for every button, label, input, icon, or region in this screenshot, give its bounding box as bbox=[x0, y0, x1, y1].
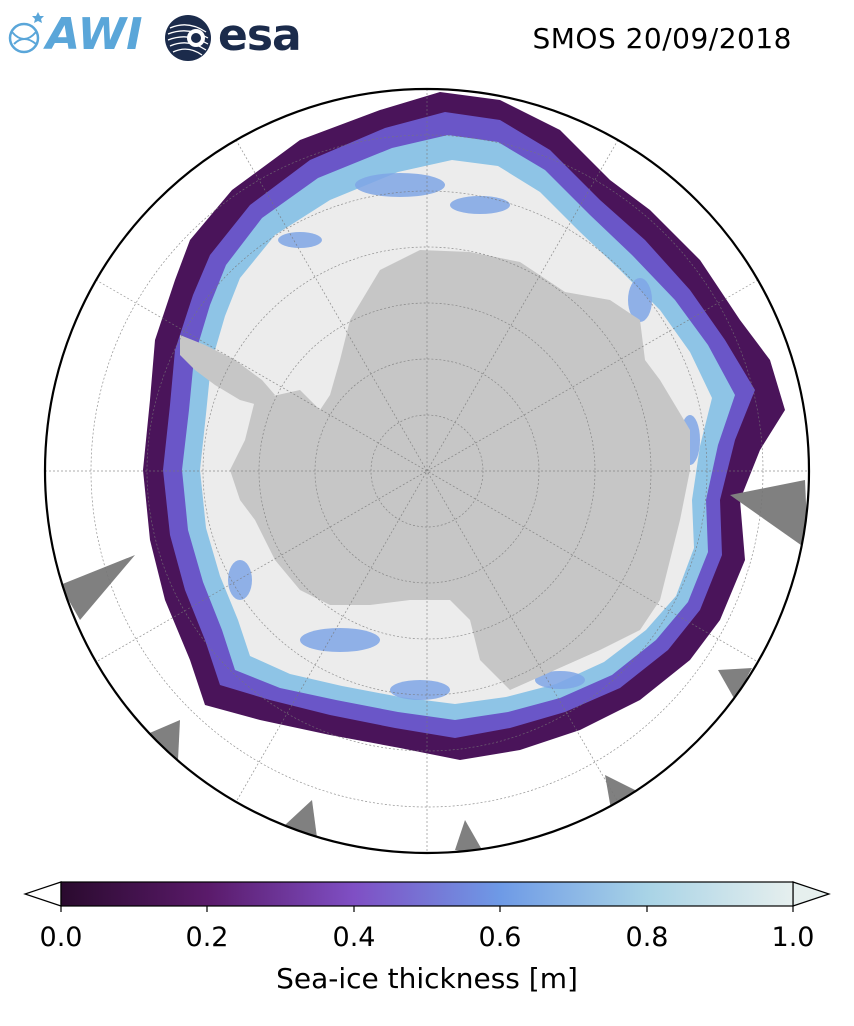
colorbar-label: Sea-ice thickness [m] bbox=[276, 962, 578, 995]
colorbar-gradient bbox=[60, 881, 794, 907]
awi-globe-icon bbox=[8, 12, 44, 54]
logo-bar: AWI esa bbox=[6, 6, 306, 66]
map-boundary bbox=[43, 87, 811, 855]
colorbar-tick-label: 0.8 bbox=[625, 922, 669, 953]
map-title: SMOS 20/09/2018 bbox=[532, 22, 792, 55]
colorbar-ticks bbox=[60, 906, 794, 912]
awi-logo: AWI bbox=[6, 6, 151, 66]
antarctica-land bbox=[230, 250, 690, 690]
colorbar bbox=[23, 881, 831, 912]
awi-logo-text: AWI bbox=[46, 9, 143, 60]
colorbar-tick-label: 0.2 bbox=[185, 922, 229, 953]
colorbar-extend-min bbox=[23, 881, 62, 907]
esa-logo: esa bbox=[162, 12, 312, 66]
esa-logo-text: esa bbox=[218, 10, 302, 61]
colorbar-extend-max bbox=[792, 881, 831, 907]
colorbar-tick-label: 1.0 bbox=[771, 922, 815, 953]
esa-globe-icon bbox=[165, 15, 211, 61]
antarctic-peninsula bbox=[180, 335, 275, 405]
map-gridlines bbox=[45, 89, 809, 853]
map-disc bbox=[45, 89, 809, 853]
colorbar-tick-labels: 0.0 0.2 0.4 0.6 0.8 1.0 bbox=[0, 920, 854, 960]
colorbar-tick-label: 0.6 bbox=[478, 922, 522, 953]
colorbar-tick-label: 0.0 bbox=[39, 922, 83, 953]
colorbar-tick-label: 0.4 bbox=[332, 922, 376, 953]
